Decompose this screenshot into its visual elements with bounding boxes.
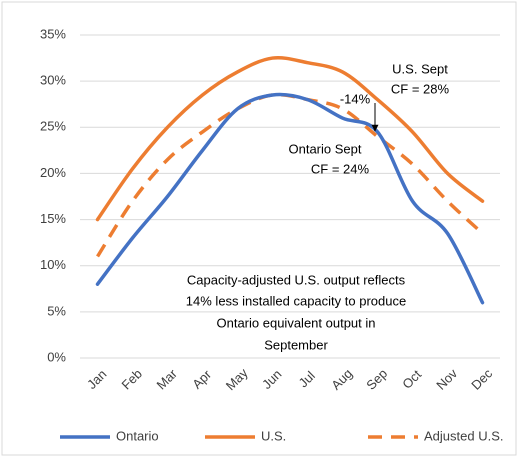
annotation: CF = 24%	[311, 161, 370, 176]
legend-label: U.S.	[261, 428, 286, 443]
legend-label: Ontario	[116, 428, 159, 443]
series-line	[95, 92, 485, 305]
annotation: U.S. Sept	[392, 61, 448, 76]
y-tick-label: 15%	[40, 211, 66, 226]
y-tick-label: 35%	[40, 26, 66, 41]
annotation: Ontario equivalent output in	[217, 315, 376, 330]
legend-label: Adjusted U.S.	[424, 428, 504, 443]
annotation: September	[264, 337, 328, 352]
y-tick-label: 25%	[40, 119, 66, 134]
annotation: CF = 28%	[391, 81, 450, 96]
y-tick-label: 0%	[47, 349, 66, 364]
y-tick-label: 30%	[40, 73, 66, 88]
annotation: Capacity-adjusted U.S. output reflects	[187, 272, 406, 287]
annotation: Ontario Sept	[289, 141, 362, 156]
annotation: -14%	[340, 91, 371, 106]
series-line	[95, 55, 485, 222]
y-tick-label: 10%	[40, 257, 66, 272]
grid	[80, 34, 500, 359]
y-tick-label: 20%	[40, 165, 66, 180]
annotation: 14% less installed capacity to produce	[186, 293, 406, 308]
y-tick-label: 5%	[47, 303, 66, 318]
plot	[95, 55, 485, 305]
